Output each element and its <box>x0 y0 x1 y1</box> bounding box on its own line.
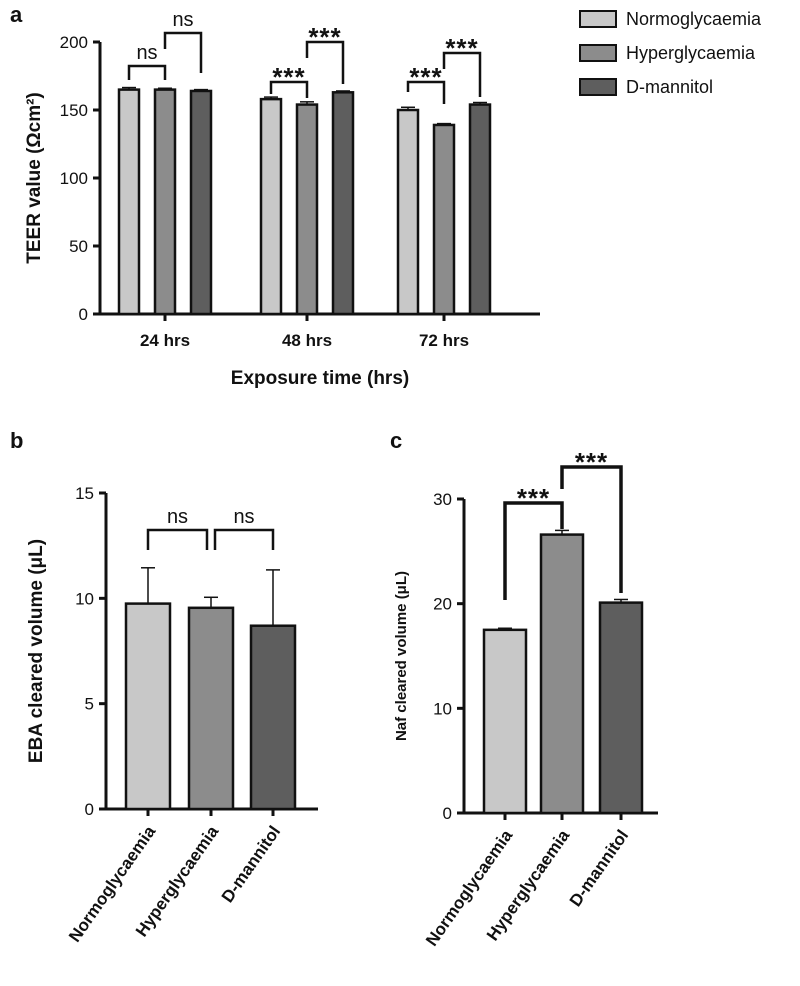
legend-label: Hyperglycaemia <box>626 43 756 63</box>
significance-label: ns <box>136 42 157 64</box>
y-tick-label: 30 <box>433 490 452 509</box>
x-tick-label: 72 hrs <box>419 331 469 350</box>
bar <box>117 88 141 316</box>
significance-label: *** <box>308 22 341 52</box>
legend-swatch <box>579 10 617 28</box>
bar <box>189 89 213 316</box>
significance-label: ns <box>167 506 188 528</box>
significance-label: *** <box>272 62 305 92</box>
bar <box>539 533 585 815</box>
bar <box>432 123 456 316</box>
significance-bracket <box>269 80 309 98</box>
bar <box>482 628 528 815</box>
legend-swatch <box>579 44 617 62</box>
bar <box>598 601 644 815</box>
significance-bracket <box>213 528 275 550</box>
x-tick-label: D-mannitol <box>566 826 632 910</box>
x-axis-title: Exposure time (hrs) <box>231 368 409 389</box>
y-tick-label: 10 <box>75 589 94 608</box>
x-tick-label: 48 hrs <box>282 331 332 350</box>
y-tick-label: 0 <box>85 800 94 819</box>
significance-bracket <box>442 51 482 97</box>
bar <box>331 91 355 316</box>
panel-label-a: a <box>10 2 23 27</box>
x-tick-label: D-mannitol <box>218 822 284 906</box>
significance-bracket <box>503 501 564 600</box>
significance-bracket <box>146 528 209 550</box>
panel-a: a 0 50 100 150 200 TEER value (Ωcm²) 24 hrs 48 … <box>10 2 762 389</box>
panel-label-b: b <box>10 428 23 453</box>
y-tick-label: 20 <box>433 595 452 614</box>
panel-label-c: c <box>390 428 402 453</box>
significance-label: *** <box>517 483 550 513</box>
y-tick-label: 5 <box>85 695 94 714</box>
y-tick-label: 15 <box>75 484 94 503</box>
bar <box>396 108 420 316</box>
x-tick-label: 24 hrs <box>140 331 190 350</box>
y-tick-label: 10 <box>433 699 452 718</box>
bar <box>187 606 235 811</box>
y-tick-label: 200 <box>60 33 88 52</box>
significance-bracket <box>406 80 446 104</box>
bar <box>259 97 283 316</box>
y-tick-label: 0 <box>443 804 452 823</box>
legend-swatch <box>579 78 617 96</box>
bar <box>295 103 319 316</box>
bar <box>153 88 177 316</box>
significance-label: *** <box>445 33 478 63</box>
significance-label: *** <box>409 62 442 92</box>
significance-label: *** <box>575 447 608 477</box>
significance-bracket <box>305 40 345 84</box>
bar <box>249 624 297 811</box>
legend-label: D-mannitol <box>626 77 713 97</box>
y-tick-label: 0 <box>79 305 88 324</box>
legend-label: Normoglycaemia <box>626 9 762 29</box>
significance-bracket <box>560 465 623 593</box>
significance-label: ns <box>233 506 254 528</box>
y-axis-title: EBA cleared volume (μL) <box>26 539 47 763</box>
y-axis-title: Naf cleared volume (μL) <box>393 571 410 741</box>
y-axis-title: TEER value (Ωcm²) <box>24 92 45 264</box>
y-tick-label: 50 <box>69 237 88 256</box>
bar <box>124 602 172 811</box>
significance-bracket <box>127 64 167 80</box>
significance-label: ns <box>172 9 193 31</box>
bar <box>468 103 492 316</box>
significance-bracket <box>163 31 203 73</box>
y-tick-label: 100 <box>60 169 88 188</box>
y-tick-label: 150 <box>60 101 88 120</box>
